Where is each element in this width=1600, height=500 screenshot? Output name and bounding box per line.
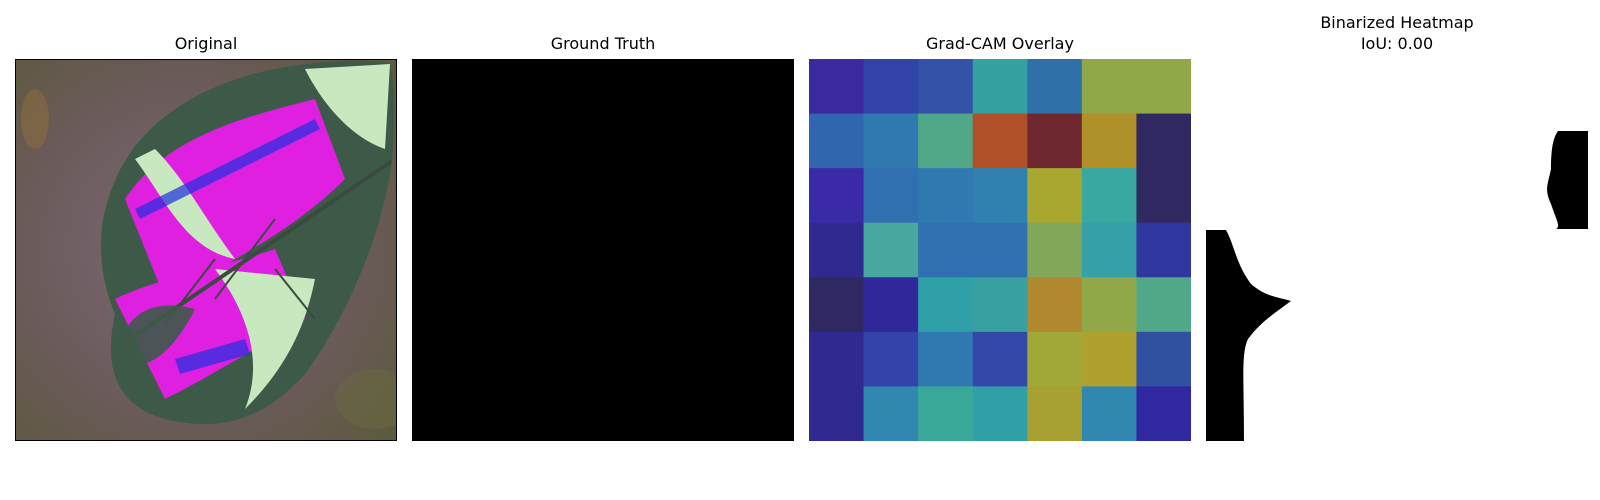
heatmap-cell-r0-c0 (809, 59, 865, 115)
heatmap-cell-r5-c5 (1081, 331, 1137, 387)
heatmap-cell-r3-c5 (1081, 222, 1137, 278)
heatmap-cell-r1-c0 (809, 113, 865, 169)
heatmap-cell-r0-c1 (863, 59, 919, 115)
heatmap-cell-r2-c5 (1081, 168, 1137, 224)
heatmap-cell-r5-c6 (1136, 331, 1191, 387)
heatmap-cell-r4-c4 (1027, 277, 1083, 333)
heatmap-cell-r0-c5 (1081, 59, 1137, 115)
heatmap-cell-r6-c1 (863, 386, 919, 441)
heatmap-cell-r3-c6 (1136, 222, 1191, 278)
heatmap-cell-r4-c5 (1081, 277, 1137, 333)
heatmap-cell-r5-c4 (1027, 331, 1083, 387)
heatmap-cell-r2-c2 (918, 168, 974, 224)
heatmap-cell-r4-c0 (809, 277, 865, 333)
heatmap-cell-r0-c6 (1136, 59, 1191, 115)
binarized-mask (1206, 59, 1588, 441)
heatmap-cell-r6-c5 (1081, 386, 1137, 441)
heatmap-cell-r2-c1 (863, 168, 919, 224)
heatmap-cell-r2-c3 (972, 168, 1028, 224)
heatmap-cell-r0-c2 (918, 59, 974, 115)
heatmap-cell-r4-c3 (972, 277, 1028, 333)
heatmap-cell-r5-c3 (972, 331, 1028, 387)
heatmap-cell-r2-c6 (1136, 168, 1191, 224)
heatmap-cell-r0-c4 (1027, 59, 1083, 115)
heatmap-cell-r5-c1 (863, 331, 919, 387)
heatmap-cell-r5-c2 (918, 331, 974, 387)
heatmap-cell-r6-c4 (1027, 386, 1083, 441)
heatmap-cell-r3-c3 (972, 222, 1028, 278)
ground-truth-mask (412, 59, 794, 441)
heatmap-cell-r1-c1 (863, 113, 919, 169)
heatmap-cell-r1-c5 (1081, 113, 1137, 169)
gradcam-title: Grad-CAM Overlay (926, 34, 1074, 53)
heatmap-cell-r1-c6 (1136, 113, 1191, 169)
iou-subtitle: IoU: 0.00 (1360, 34, 1434, 53)
original-title: Original (174, 34, 238, 53)
original-image (15, 59, 397, 441)
heatmap-cell-r4-c2 (918, 277, 974, 333)
heatmap-cell-r5-c0 (809, 331, 865, 387)
binarized-black-region-right (1547, 131, 1588, 229)
gradcam-heatmap (809, 59, 1191, 441)
ground-truth-title: Ground Truth (550, 34, 656, 53)
heatmap-cell-r6-c6 (1136, 386, 1191, 441)
heatmap-cell-r3-c2 (918, 222, 974, 278)
binarized-black-region-left (1206, 230, 1291, 441)
heatmap-cell-r6-c0 (809, 386, 865, 441)
heatmap-cell-r2-c4 (1027, 168, 1083, 224)
heatmap-cell-r4-c6 (1136, 277, 1191, 333)
heatmap-cell-r2-c0 (809, 168, 865, 224)
heatmap-cell-r3-c4 (1027, 222, 1083, 278)
heatmap-cell-r3-c1 (863, 222, 919, 278)
heatmap-cell-r0-c3 (972, 59, 1028, 115)
binarized-title: Binarized Heatmap (1320, 13, 1474, 32)
heatmap-cell-r1-c3 (972, 113, 1028, 169)
heatmap-cell-r4-c1 (863, 277, 919, 333)
heatmap-cell-r1-c2 (918, 113, 974, 169)
heatmap-cell-r1-c4 (1027, 113, 1083, 169)
heatmap-cell-r6-c2 (918, 386, 974, 441)
heatmap-cell-r3-c0 (809, 222, 865, 278)
heatmap-cell-r6-c3 (972, 386, 1028, 441)
